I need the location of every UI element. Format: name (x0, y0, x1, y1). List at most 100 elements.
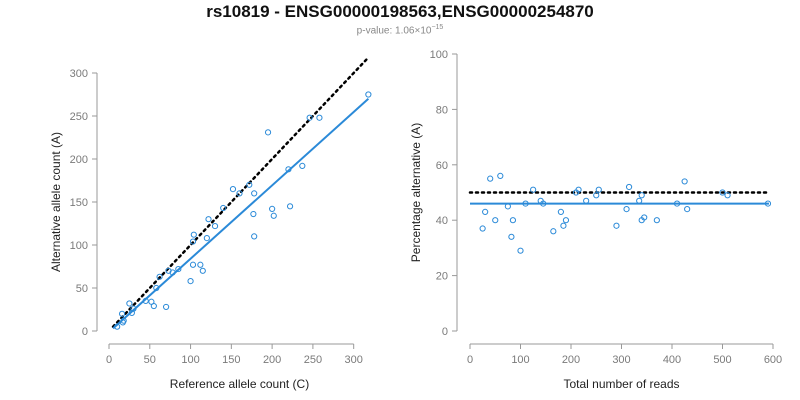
data-point (625, 183, 633, 191)
data-point (285, 166, 292, 173)
plot-allele-count: 0 50 100 150 200 250 300 0 50 100 150 200 250 300 Refe… (49, 56, 372, 391)
data-point (583, 197, 590, 204)
x-tick-label: 500 (713, 354, 731, 366)
x-tick-label: 250 (304, 354, 322, 366)
data-point (251, 233, 258, 240)
data-point (251, 190, 258, 197)
data-point (264, 129, 272, 136)
data-point (593, 192, 600, 199)
x-tick-label: 0 (467, 354, 473, 366)
y-tick-label: 200 (70, 154, 88, 166)
y-tick-label: 80 (436, 104, 448, 116)
data-point (189, 238, 197, 245)
data-point (479, 225, 486, 232)
data-point (203, 235, 210, 242)
data-point (673, 200, 681, 207)
y-tick-label: 300 (70, 68, 88, 80)
reference-line (111, 56, 370, 328)
data-point (497, 172, 504, 179)
x-tick-label: 0 (106, 354, 112, 366)
data-point (269, 205, 276, 212)
data-point (175, 265, 182, 273)
data-point (550, 228, 557, 235)
data-point (522, 200, 529, 207)
data-point (130, 305, 137, 312)
data-point (220, 204, 227, 212)
data-point (575, 186, 582, 193)
x-tick-label: 150 (222, 354, 240, 366)
data-point (187, 278, 194, 285)
data-point (299, 162, 306, 169)
x-tick-label: 200 (562, 354, 580, 366)
y-tick-label: 100 (430, 49, 448, 61)
x-tick-label: 50 (144, 354, 156, 366)
data-point (684, 206, 691, 213)
data-point (681, 178, 688, 185)
data-point (306, 114, 313, 121)
data-point (162, 303, 170, 311)
data-point (270, 212, 277, 219)
data-point (190, 231, 197, 238)
data-point (492, 217, 499, 224)
data-point (764, 200, 772, 207)
data-point (205, 216, 212, 223)
data-point (653, 217, 660, 224)
y-tick-label: 40 (436, 215, 448, 227)
y-tick-label: 0 (442, 326, 448, 338)
x-tick-label: 300 (345, 354, 363, 366)
chart-title: rs10819 - ENSG00000198563,ENSG0000025487… (206, 2, 594, 21)
subtitle-text: p-value: 1.06×10 (356, 25, 432, 37)
x-tick-label: 100 (511, 354, 529, 366)
data-point (250, 210, 257, 218)
data-point (641, 214, 648, 221)
data-point (118, 310, 126, 317)
fit-line (112, 98, 370, 330)
data-point (142, 297, 149, 304)
data-point (560, 222, 567, 229)
data-point (189, 261, 197, 268)
data-point (114, 323, 121, 330)
data-point (229, 186, 237, 193)
x-tick-label: 400 (663, 354, 681, 366)
y-axis-title: Alternative allele count (A) (49, 132, 63, 272)
data-point (153, 284, 160, 292)
data-point (623, 206, 630, 213)
data-point (508, 233, 515, 240)
x-tick-label: 200 (263, 354, 281, 366)
data-point (169, 269, 176, 276)
data-point (119, 319, 126, 326)
x-tick-label: 100 (181, 354, 199, 366)
x-tick-label: 300 (612, 354, 630, 366)
data-point (365, 91, 372, 98)
y-tick-label: 150 (70, 197, 88, 209)
y-tick-label: 20 (436, 271, 448, 283)
chart-subtitle: p-value: 1.06×10−15 (0, 24, 800, 36)
data-point (724, 192, 731, 199)
data-point (557, 208, 565, 215)
data-point (562, 217, 570, 224)
data-point (236, 190, 243, 197)
y-tick-label: 50 (76, 283, 88, 295)
data-point (286, 203, 294, 210)
x-axis-title: Total number of reads (563, 377, 679, 391)
data-point (126, 300, 133, 307)
data-point (595, 186, 602, 193)
subtitle-exponent: −15 (431, 24, 444, 31)
y-tick-label: 0 (82, 326, 88, 338)
data-point (509, 217, 517, 224)
x-axis-title: Reference allele count (C) (170, 377, 309, 391)
plot-percentage: 0 20 40 60 80 100 0 100 200 300 400 500 600 Total num… (409, 49, 782, 391)
y-tick-label: 60 (436, 160, 448, 172)
data-point (613, 222, 620, 229)
data-point (719, 189, 726, 196)
data-point (150, 302, 157, 310)
y-axis-title: Percentage alternative (A) (409, 123, 423, 262)
data-point (638, 192, 645, 199)
data-point (156, 273, 163, 280)
data-point (636, 197, 643, 204)
data-point (504, 203, 511, 210)
data-point (487, 175, 494, 182)
data-point (246, 181, 253, 188)
